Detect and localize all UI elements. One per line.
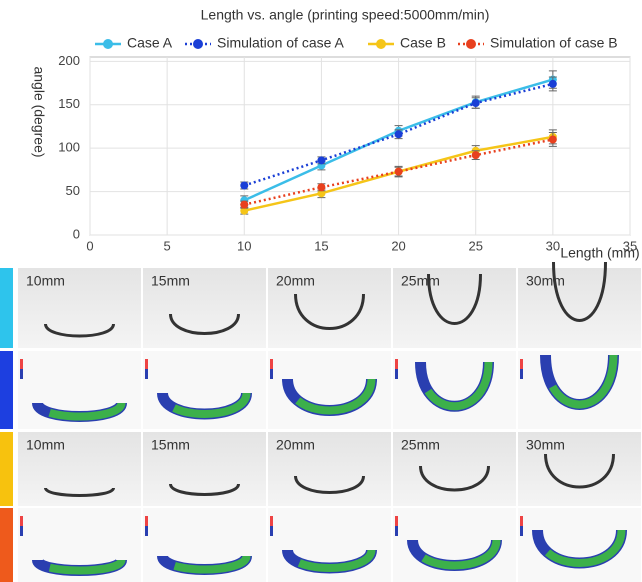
strip-sim-core xyxy=(33,401,126,421)
x-tick-label: 25 xyxy=(468,238,482,253)
strip-sim-core xyxy=(408,539,501,570)
data-point xyxy=(240,206,249,215)
legend-bar xyxy=(520,526,523,536)
strip-sim-core xyxy=(533,529,626,567)
legend-bar xyxy=(145,369,148,379)
data-point xyxy=(317,156,326,165)
panel-label: 30mm xyxy=(526,437,565,453)
strip-photo xyxy=(544,453,615,489)
chart-title: Length vs. angle (printing speed:5000mm/… xyxy=(201,7,490,23)
legend-bar xyxy=(520,369,523,379)
y-tick-label: 0 xyxy=(73,226,80,241)
strip-sim-core xyxy=(283,548,376,572)
panel-label: 10mm xyxy=(26,273,65,289)
y-tick-label: 150 xyxy=(58,96,80,111)
legend-marker xyxy=(193,39,203,49)
legend-marker xyxy=(376,39,386,49)
y-tick-label: 100 xyxy=(58,140,80,155)
panel xyxy=(268,268,391,348)
y-tick-label: 50 xyxy=(66,183,80,198)
strip-sim-core xyxy=(541,354,618,409)
data-point xyxy=(317,183,326,192)
panel xyxy=(518,432,641,506)
strip-photo xyxy=(44,487,115,497)
x-axis-label: Length (mm) xyxy=(560,245,639,261)
panel-label: 15mm xyxy=(151,437,190,453)
x-tick-label: 20 xyxy=(391,238,405,253)
panel-label: 30mm xyxy=(526,273,565,289)
legend-label: Case B xyxy=(400,35,446,51)
strip-photo xyxy=(419,465,490,492)
strip-sim-core xyxy=(158,392,251,418)
legend-bar xyxy=(395,526,398,536)
strip-photo xyxy=(169,483,240,496)
x-tick-label: 15 xyxy=(314,238,328,253)
legend-label: Simulation of case A xyxy=(217,35,345,51)
x-tick-label: 35 xyxy=(623,238,637,253)
legend-marker xyxy=(103,39,113,49)
data-point xyxy=(394,130,403,139)
x-tick-label: 5 xyxy=(164,238,171,253)
panel-label: 15mm xyxy=(151,273,190,289)
panel-label: 20mm xyxy=(276,273,315,289)
row-color-bar xyxy=(0,268,13,348)
legend-label: Case A xyxy=(127,35,173,51)
panel xyxy=(393,432,516,506)
panel-label: 25mm xyxy=(401,437,440,453)
data-point xyxy=(317,189,326,198)
data-point xyxy=(471,151,480,160)
x-tick-label: 10 xyxy=(237,238,251,253)
legend-marker xyxy=(466,39,476,49)
strip-photo xyxy=(44,323,115,338)
strip-sim-core xyxy=(33,558,126,575)
legend-label: Simulation of case B xyxy=(490,35,618,51)
strip-sim-core xyxy=(158,554,251,574)
strip-sim-core xyxy=(416,361,493,411)
data-point xyxy=(471,99,480,108)
strip-sim-core xyxy=(283,378,376,415)
legend-bar xyxy=(270,369,273,379)
strip-photo xyxy=(294,293,365,330)
legend-bar xyxy=(395,369,398,379)
panel xyxy=(393,351,516,429)
strip-photo xyxy=(294,475,365,494)
legend-bar xyxy=(20,369,23,379)
y-tick-label: 200 xyxy=(58,53,80,68)
panel-label: 25mm xyxy=(401,273,440,289)
panel xyxy=(518,268,641,348)
x-tick-label: 30 xyxy=(546,238,560,253)
data-point xyxy=(394,167,403,176)
data-point xyxy=(240,200,249,209)
x-tick-label: 0 xyxy=(86,238,93,253)
legend-bar xyxy=(270,526,273,536)
panel-label: 10mm xyxy=(26,437,65,453)
row-color-bar xyxy=(0,508,13,582)
data-point xyxy=(548,135,557,144)
row-color-bar xyxy=(0,351,13,429)
panel-label: 20mm xyxy=(276,437,315,453)
legend-bar xyxy=(145,526,148,536)
legend-bar xyxy=(20,526,23,536)
panel xyxy=(18,432,141,506)
row-color-bar xyxy=(0,432,13,506)
strip-photo xyxy=(552,261,607,322)
data-point xyxy=(548,79,557,88)
strip-photo xyxy=(169,313,240,335)
data-point xyxy=(240,181,249,190)
panel xyxy=(518,351,641,429)
panel xyxy=(393,268,516,348)
y-axis-label: angle (degree) xyxy=(31,66,47,157)
strip-photo xyxy=(427,273,482,325)
